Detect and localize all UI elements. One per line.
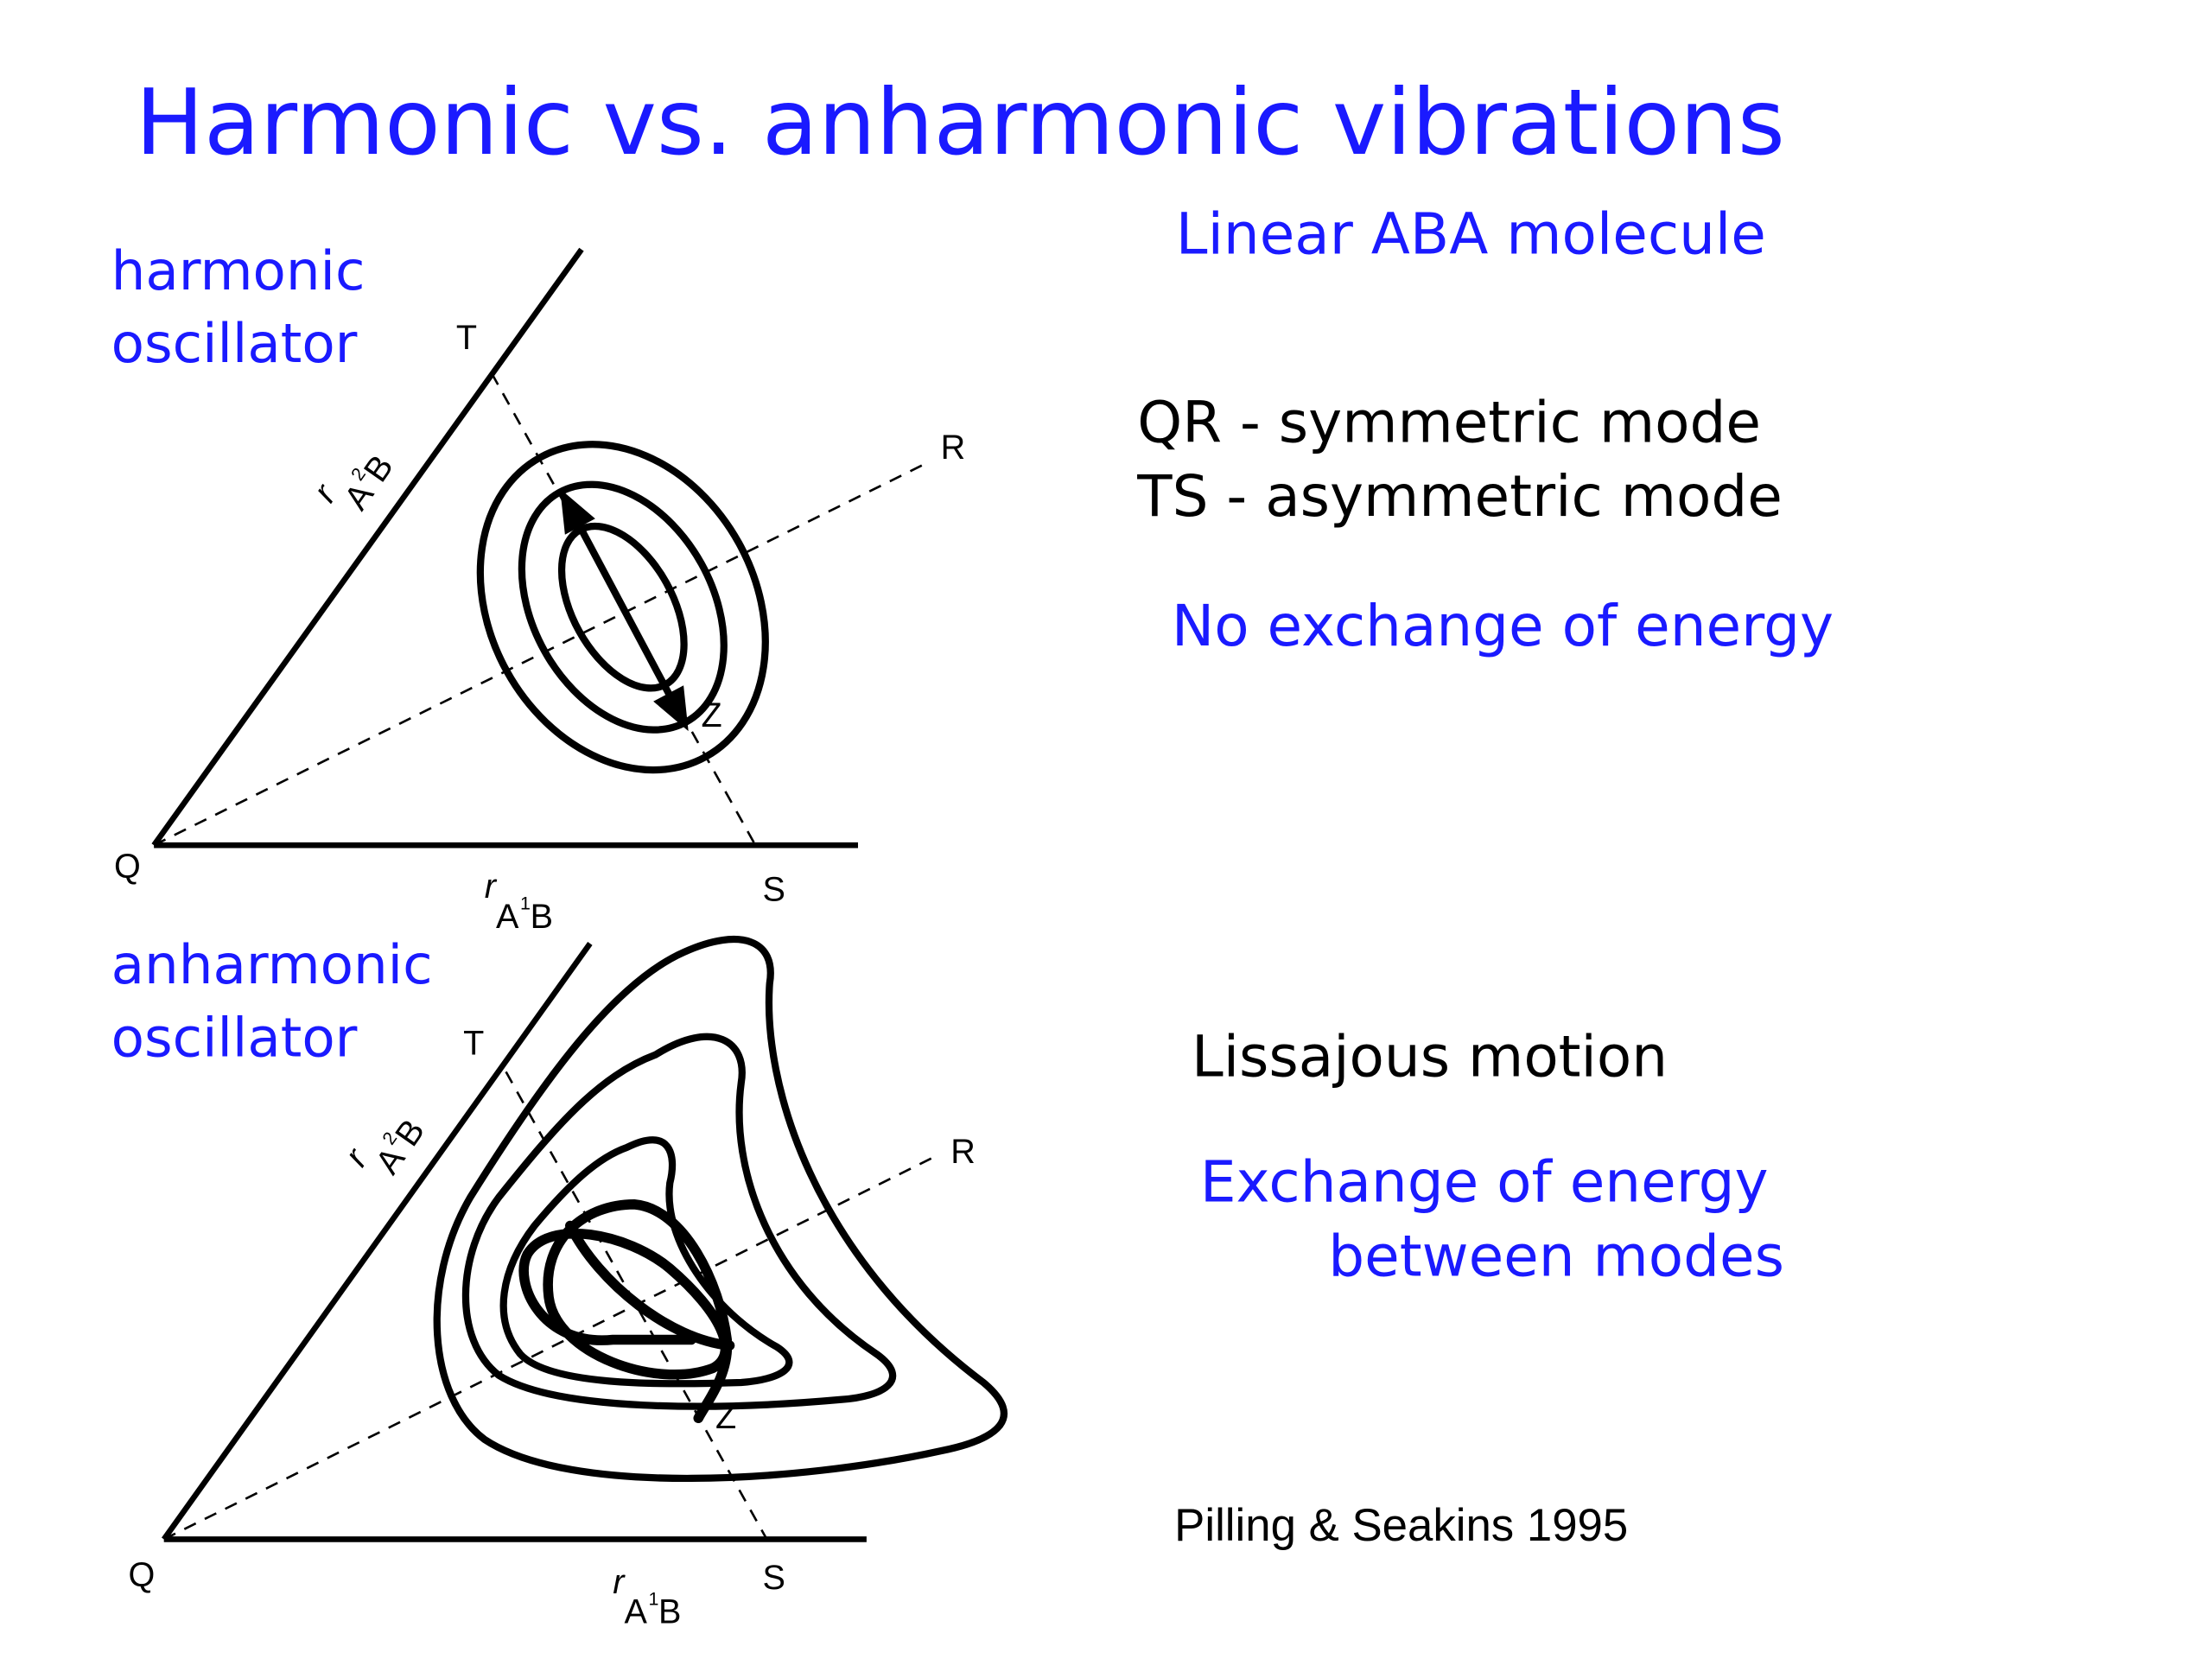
axis-subscript: B — [658, 1593, 681, 1631]
harmonic-diagram: T R Q S Z r A 1 B r A 2 B — [114, 247, 966, 936]
axis-line — [162, 942, 593, 1541]
point-label: T — [463, 1025, 484, 1063]
point-label: Q — [128, 1556, 155, 1594]
axis-superscript: 1 — [649, 1588, 659, 1609]
contour — [433, 936, 1007, 1483]
arrow-head — [653, 685, 689, 732]
axis-subscript: A — [368, 1140, 413, 1180]
axis-subscript: A — [496, 898, 519, 936]
slide-title: Harmonic vs. anharmonic vibrations — [136, 69, 1785, 175]
note: Exchange of energy — [1200, 1149, 1769, 1216]
mode-line — [505, 1071, 768, 1541]
note: QR - symmetric mode — [1137, 389, 1761, 455]
anharmonic-diagram: T R Q S Z r A 1 B r A 2 B — [128, 936, 1007, 1631]
section-label: oscillator — [111, 312, 358, 375]
axis-label: r A 2 B — [306, 448, 401, 517]
lissajous-trajectory — [518, 1199, 735, 1424]
arrow-head — [560, 488, 595, 535]
note: TS - asymmetric mode — [1136, 463, 1782, 530]
axis-line — [151, 247, 584, 848]
axis-superscript: 1 — [520, 893, 531, 913]
axis-label: r A 1 B — [485, 868, 553, 936]
point-label: R — [941, 429, 966, 467]
axis-subscript: B — [531, 898, 553, 936]
axis-subscript: A — [337, 476, 382, 517]
note: between modes — [1328, 1223, 1784, 1289]
citation: Pilling & Seakins 1995 — [1174, 1500, 1628, 1551]
section-label: oscillator — [111, 1006, 358, 1069]
point-label: S — [762, 870, 785, 908]
axis-subscript: A — [624, 1593, 647, 1631]
mode-line — [153, 461, 927, 847]
point-label: Z — [715, 1398, 736, 1436]
contour — [461, 1033, 897, 1410]
axis-symbol: r — [613, 1563, 626, 1601]
contour — [499, 1136, 793, 1388]
axis-label: r A 2 B — [337, 1113, 432, 1181]
point-label: S — [762, 1559, 785, 1597]
point-label: R — [950, 1133, 976, 1171]
note: Linear ABA molecule — [1176, 201, 1766, 268]
note: No exchange of energy — [1172, 593, 1834, 659]
point-label: T — [456, 319, 477, 357]
point-label: Q — [114, 848, 141, 886]
point-label: Z — [702, 696, 722, 734]
axis-label: r A 1 B — [613, 1563, 681, 1631]
arrow — [574, 519, 675, 701]
section-label: harmonic — [111, 239, 365, 302]
note: Lissajous motion — [1192, 1023, 1668, 1090]
mode-line — [163, 1156, 934, 1541]
contour — [476, 441, 769, 774]
section-label: anharmonic — [111, 933, 433, 996]
axis-symbol: r — [485, 868, 498, 906]
